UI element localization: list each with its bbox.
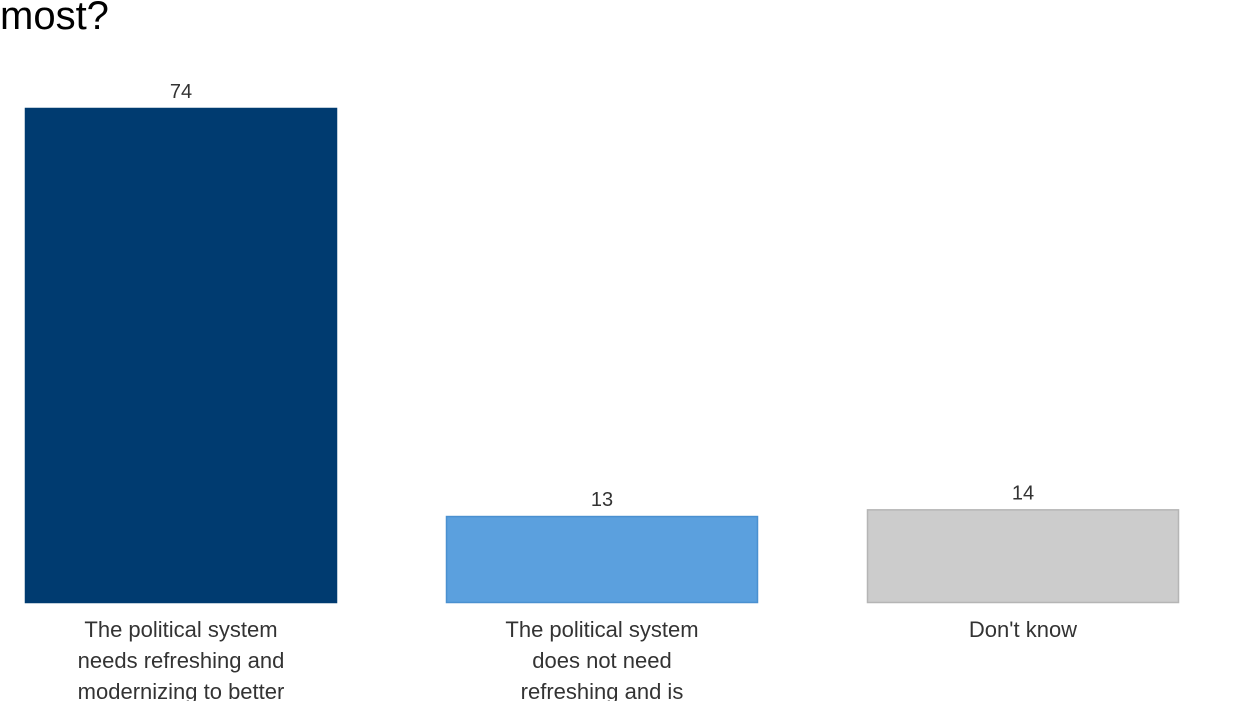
category-label: refreshing and is	[521, 679, 684, 701]
category-label: does not need	[532, 648, 671, 673]
category-label: Don't know	[969, 617, 1077, 642]
category-label: The political system	[84, 617, 277, 642]
data-label: 74	[170, 81, 192, 103]
chart-title: most?	[0, 0, 109, 38]
data-label: 14	[1012, 482, 1034, 504]
bar	[866, 509, 1180, 604]
category-label: modernizing to better	[78, 679, 285, 701]
category-label: The political system	[505, 617, 698, 642]
category-label: needs refreshing and	[78, 648, 285, 673]
bar	[445, 515, 759, 604]
bar	[24, 107, 338, 604]
data-label: 13	[591, 489, 613, 511]
